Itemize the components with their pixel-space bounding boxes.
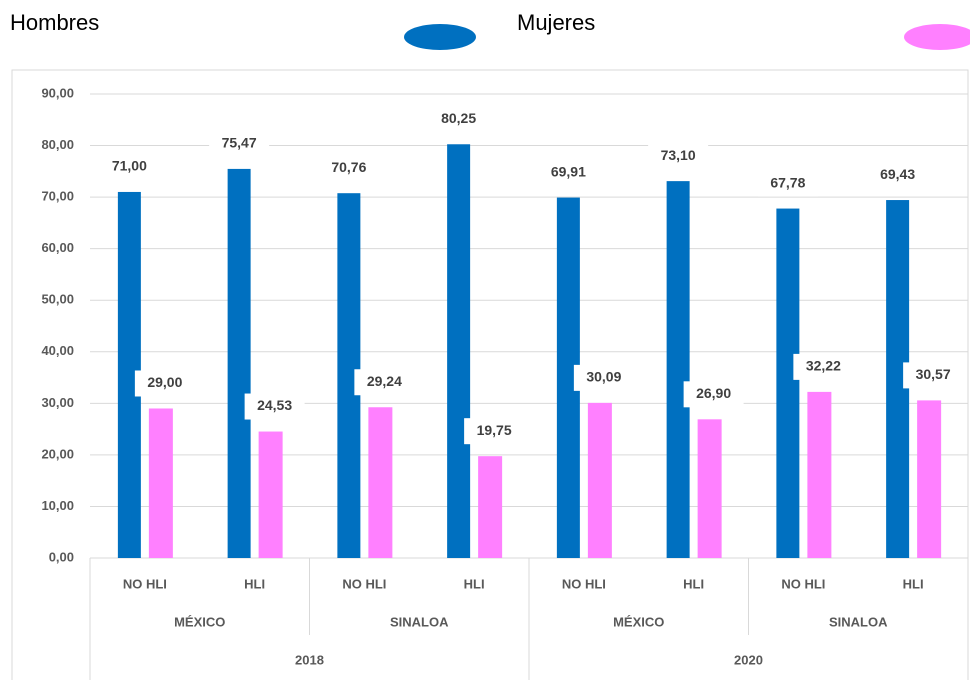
x-tick-label: HLI — [464, 576, 485, 591]
data-label-bg — [683, 381, 744, 408]
x-tick-label: HLI — [683, 576, 704, 591]
bar — [697, 419, 722, 558]
data-label-bg — [99, 153, 160, 180]
y-tick-label: 0,00 — [49, 549, 74, 564]
x-tick-label: NO HLI — [342, 576, 386, 591]
data-label: 19,75 — [477, 422, 512, 438]
data-label: 80,25 — [441, 110, 476, 126]
group-label: MÉXICO — [613, 614, 664, 629]
year-label: 2020 — [734, 652, 763, 667]
year-label: 2018 — [295, 652, 324, 667]
bar — [886, 200, 910, 558]
data-label-bg — [134, 370, 195, 397]
data-label-bg — [573, 364, 634, 391]
y-tick-label: 90,00 — [41, 85, 74, 100]
bar — [478, 456, 503, 558]
bar — [776, 208, 800, 558]
data-label: 32,22 — [806, 358, 841, 374]
x-tick-label: HLI — [903, 576, 924, 591]
y-tick-label: 20,00 — [41, 446, 74, 461]
bar — [368, 407, 393, 558]
data-label-bg — [318, 155, 379, 182]
group-label: SINALOA — [829, 614, 888, 629]
data-label: 30,09 — [586, 369, 621, 385]
y-tick-label: 30,00 — [41, 395, 74, 410]
bar — [556, 197, 580, 558]
x-tick-label: NO HLI — [781, 576, 825, 591]
data-label: 67,78 — [770, 174, 805, 190]
bar — [258, 431, 283, 558]
data-label: 26,90 — [696, 385, 731, 401]
group-label: SINALOA — [390, 614, 449, 629]
data-label: 69,43 — [880, 166, 915, 182]
data-label-bg — [793, 353, 854, 380]
legend-swatch — [404, 24, 476, 50]
data-label-bg — [354, 369, 415, 396]
bar — [666, 181, 690, 558]
data-label: 69,91 — [551, 163, 586, 179]
data-label: 73,10 — [661, 147, 696, 163]
y-tick-label: 80,00 — [41, 137, 74, 152]
y-tick-label: 60,00 — [41, 240, 74, 255]
data-label-bg — [464, 418, 525, 445]
data-label-bg — [209, 130, 270, 157]
legend-label: Hombres — [10, 10, 99, 35]
data-label-bg — [244, 393, 305, 420]
bar — [807, 391, 832, 558]
x-tick-label: NO HLI — [562, 576, 606, 591]
data-label: 70,76 — [331, 159, 366, 175]
data-label: 75,47 — [222, 135, 257, 151]
bar — [337, 193, 361, 559]
data-label-bg — [867, 162, 928, 189]
x-tick-label: HLI — [244, 576, 265, 591]
bar — [587, 402, 612, 558]
data-label-bg — [428, 106, 489, 133]
bar — [117, 191, 141, 558]
y-tick-label: 10,00 — [41, 498, 74, 513]
group-label: MÉXICO — [174, 614, 225, 629]
y-tick-label: 70,00 — [41, 189, 74, 204]
y-tick-label: 40,00 — [41, 343, 74, 358]
data-label: 71,00 — [112, 158, 147, 174]
bar — [447, 144, 471, 558]
data-label-bg — [648, 143, 709, 170]
y-tick-label: 50,00 — [41, 292, 74, 307]
data-label: 29,00 — [147, 374, 182, 390]
data-label: 29,24 — [367, 373, 402, 389]
data-label-bg — [903, 362, 964, 389]
bar — [148, 408, 173, 558]
data-label: 24,53 — [257, 397, 292, 413]
x-tick-label: NO HLI — [123, 576, 167, 591]
bar — [227, 168, 251, 558]
data-label: 30,57 — [916, 366, 951, 382]
bar — [917, 400, 942, 558]
data-label-bg — [538, 159, 599, 186]
legend-swatch — [904, 24, 970, 50]
data-label-bg — [757, 170, 818, 197]
legend-label: Mujeres — [517, 10, 595, 35]
